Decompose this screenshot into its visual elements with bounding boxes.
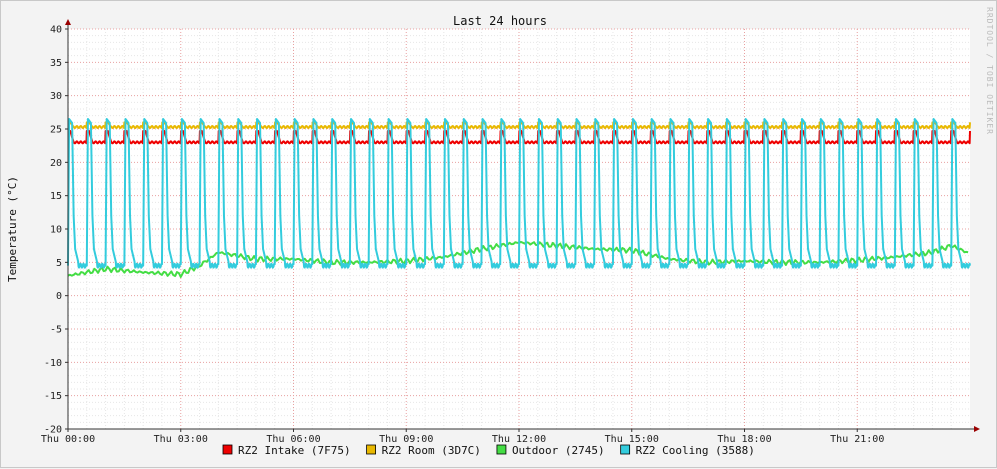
y-tick-label: 5 xyxy=(56,258,62,269)
y-tick-label: 30 xyxy=(50,91,62,102)
y-tick-label: 0 xyxy=(56,291,62,302)
y-tick-label: -20 xyxy=(44,425,62,436)
legend-entry: RZ2 Cooling (3588) xyxy=(620,444,755,457)
x-tick-label: Thu 21:00 xyxy=(830,434,884,445)
x-tick-label: Thu 03:00 xyxy=(154,434,208,445)
y-tick-label: 40 xyxy=(50,25,62,36)
legend-entry: Outdoor (2745) xyxy=(496,444,605,457)
legend-swatch xyxy=(620,444,631,455)
legend-entry: RZ2 Intake (7F75) xyxy=(222,444,351,457)
chart-title: Last 24 hours xyxy=(453,14,547,28)
y-tick-label: 25 xyxy=(50,125,62,136)
x-axis-arrow-icon xyxy=(974,426,980,432)
series-layer xyxy=(67,118,971,278)
legend-swatch xyxy=(366,444,376,455)
y-tick-label: 20 xyxy=(50,158,62,169)
y-tick-label: 10 xyxy=(50,225,62,236)
x-tick-labels: Thu 00:00 Thu 03:00 Thu 06:00 Thu 09:00 Thu … xyxy=(41,434,884,445)
x-tick-label: Thu 12:00 xyxy=(492,434,546,445)
y-tick-labels: 40 35 30 25 20 15 10 5 0 -5 -10 -15 -20 xyxy=(44,25,62,436)
x-tick-label: Thu 18:00 xyxy=(717,434,771,445)
x-tick-label: Thu 00:00 xyxy=(41,434,95,445)
y-tick-label: -15 xyxy=(44,391,62,402)
axes xyxy=(65,19,980,432)
legend-swatch xyxy=(222,444,233,455)
legend-label: RZ2 Intake (7F75) xyxy=(238,444,351,457)
legend-label: Outdoor (2745) xyxy=(512,444,605,457)
x-tick-label: Thu 06:00 xyxy=(266,434,320,445)
legend-label: RZ2 Cooling (3588) xyxy=(636,444,755,457)
x-tick-label: Thu 15:00 xyxy=(605,434,659,445)
x-tick-label: Thu 09:00 xyxy=(379,434,433,445)
y-tick-label: -5 xyxy=(50,325,62,336)
y-axis-arrow-icon xyxy=(65,19,71,25)
series-line-rz2-cooling-3588 xyxy=(67,118,971,269)
y-tick-label: 35 xyxy=(50,58,62,69)
y-tick-label: 15 xyxy=(50,191,62,202)
series-line-rz2-room-3d7c xyxy=(67,121,971,129)
legend-label: RZ2 Room (3D7C) xyxy=(382,444,481,457)
legend: RZ2 Intake (7F75) RZ2 Room (3D7C) Outdoor … xyxy=(222,444,755,457)
legend-entry: RZ2 Room (3D7C) xyxy=(366,444,481,457)
watermark: RRDTOOL / TOBI OETIKER xyxy=(985,7,994,135)
y-tick-label: -10 xyxy=(44,358,62,369)
y-axis-label: Temperature (°C) xyxy=(6,176,19,282)
legend-swatch xyxy=(496,444,507,455)
